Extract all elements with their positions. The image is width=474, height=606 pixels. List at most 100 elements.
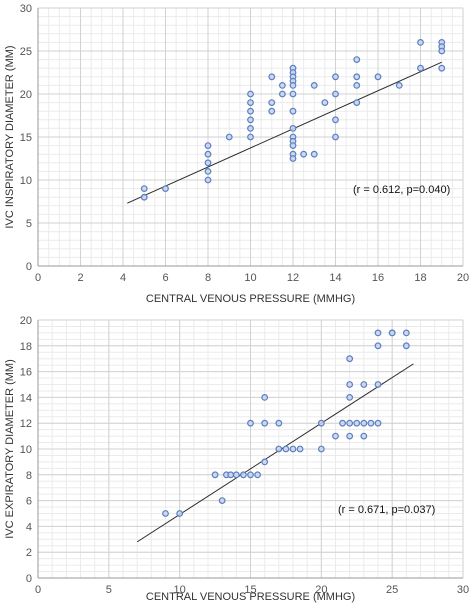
data-point	[162, 185, 169, 193]
data-point	[204, 159, 212, 167]
data-points	[140, 39, 446, 201]
data-point	[268, 73, 276, 81]
data-point	[374, 329, 382, 337]
data-point	[360, 381, 368, 388]
x-tick-label: 4	[120, 272, 126, 284]
data-point	[247, 99, 254, 106]
data-point	[346, 394, 354, 401]
data-point	[261, 458, 269, 466]
data-point	[275, 445, 283, 453]
correlation-annotation: (r = 0.612, p=0.040)	[353, 184, 450, 196]
data-point	[204, 167, 212, 175]
data-point	[247, 419, 254, 427]
data-point	[374, 419, 382, 427]
data-point	[353, 73, 361, 81]
x-tick-label: 0	[35, 272, 41, 284]
data-point	[227, 471, 235, 479]
x-tick-label: 30	[457, 584, 469, 596]
y-tick-label: 4	[26, 521, 32, 533]
data-point	[402, 342, 410, 350]
data-point	[367, 419, 375, 427]
data-point	[247, 471, 254, 479]
x-tick-label: 18	[414, 272, 426, 284]
data-point	[289, 445, 297, 453]
data-point	[204, 150, 212, 158]
data-point	[374, 73, 382, 81]
data-point	[176, 510, 184, 517]
data-point	[204, 176, 212, 184]
data-point	[289, 155, 297, 162]
data-point	[332, 133, 339, 141]
data-point	[247, 107, 254, 115]
data-point	[310, 150, 318, 158]
y-tick-label: 20	[20, 315, 32, 327]
data-point	[360, 432, 368, 440]
data-point	[300, 150, 308, 158]
data-point	[374, 381, 382, 388]
y-tick-label: 20	[20, 89, 32, 101]
data-point	[417, 39, 424, 46]
y-axis-title: IVC INSPIRATORY DIAMETER (MM)	[4, 45, 16, 228]
data-point	[268, 99, 276, 106]
data-point	[317, 445, 325, 453]
y-tick-label: 15	[20, 132, 32, 144]
y-tick-label: 2	[26, 547, 32, 559]
data-point	[261, 419, 269, 427]
data-point	[402, 329, 410, 337]
x-tick-label: 15	[244, 584, 256, 596]
data-point	[346, 355, 354, 363]
data-point	[282, 445, 290, 453]
data-point	[289, 124, 297, 132]
x-tick-label: 14	[329, 272, 341, 284]
y-tick-label: 18	[20, 341, 32, 353]
data-point	[353, 419, 361, 427]
data-point	[268, 107, 276, 115]
data-point	[278, 81, 286, 89]
data-point	[240, 471, 247, 479]
y-tick-label: 12	[20, 418, 32, 430]
x-tick-label: 10	[174, 584, 186, 596]
x-tick-label: 0	[35, 584, 41, 596]
data-point	[275, 419, 283, 427]
data-point	[254, 471, 261, 479]
data-point	[353, 81, 361, 89]
data-point	[321, 99, 329, 106]
data-point	[332, 73, 339, 81]
data-point	[261, 394, 269, 401]
data-point	[417, 64, 424, 72]
y-tick-label: 10	[20, 444, 32, 456]
correlation-annotation: (r = 0.671, p=0.037)	[338, 504, 435, 516]
data-point	[247, 133, 254, 141]
data-point	[438, 47, 446, 55]
y-tick-label: 0	[26, 573, 32, 585]
scatter-chart-inspiratory: 0 2 4 6 8 10 12 14 16 18 20 0 5 10 15 20 25 30 CENTRAL VEN…	[4, 3, 469, 305]
data-point	[140, 185, 148, 193]
data-point	[140, 193, 148, 201]
x-tick-label: 16	[372, 272, 384, 284]
x-axis-title: CENTRAL VENOUS PRESSURE (MMHG)	[146, 293, 355, 305]
x-tick-label: 12	[287, 272, 299, 284]
data-point	[317, 419, 325, 427]
data-point	[353, 56, 361, 63]
data-point	[289, 107, 297, 115]
regression-line	[136, 363, 414, 543]
data-point	[332, 116, 339, 124]
regression-line	[127, 61, 442, 204]
x-tick-label: 5	[106, 584, 112, 596]
x-tick-label: 20	[315, 584, 327, 596]
data-point	[247, 90, 254, 98]
data-point	[332, 90, 339, 98]
y-tick-label: 14	[20, 392, 32, 404]
data-point	[289, 90, 297, 98]
y-tick-label: 6	[26, 496, 32, 508]
data-point	[218, 497, 226, 505]
x-tick-label: 8	[205, 272, 211, 284]
data-point	[278, 90, 286, 98]
data-point	[339, 419, 346, 427]
x-axis-title: CENTRAL VENOUS PRESSURE (MMHG)	[146, 591, 355, 603]
data-point	[360, 419, 368, 427]
x-tick-label: 2	[77, 272, 83, 284]
y-tick-label: 8	[26, 470, 32, 482]
y-tick-label: 25	[20, 46, 32, 58]
